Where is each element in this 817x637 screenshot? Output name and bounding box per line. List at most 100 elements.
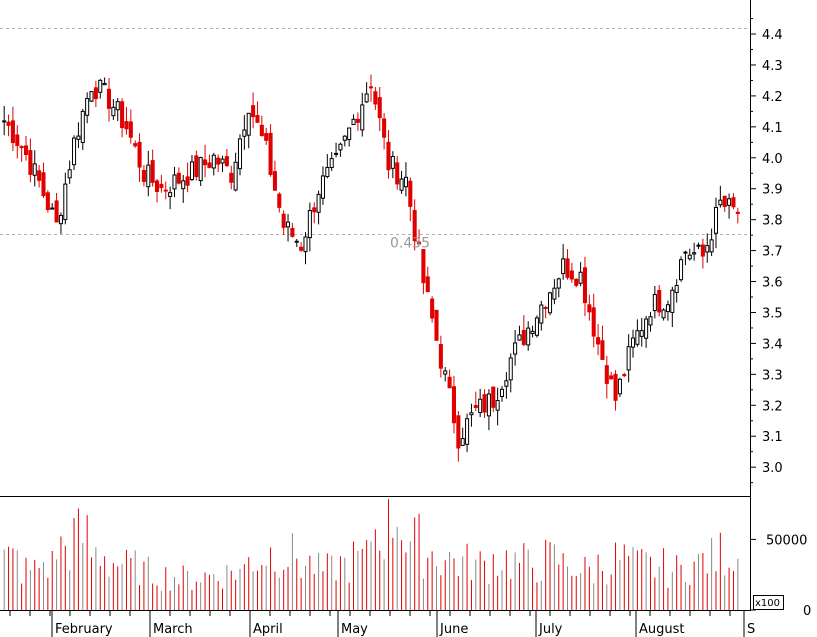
month-label: July [538, 622, 563, 637]
candle-body [482, 394, 487, 413]
candle-body [229, 172, 234, 183]
candle-body [307, 210, 312, 239]
candle-body [347, 127, 352, 141]
price-tick-label: 3.6 [762, 276, 783, 291]
candle-body [425, 276, 430, 293]
candle-body [360, 104, 365, 131]
candle-body [89, 91, 94, 102]
candle-body [211, 154, 216, 169]
time-axis: February March April May June July August S [9, 611, 755, 637]
candle-body [635, 330, 640, 345]
price-tick-label: 3.7 [762, 245, 783, 260]
candle-body [373, 91, 378, 105]
candle-body [41, 172, 46, 197]
candle-body [469, 412, 474, 416]
candle-body [133, 143, 138, 147]
candle-body [630, 337, 636, 348]
candle-body [417, 241, 422, 245]
candle-body [294, 240, 299, 243]
candle-body [412, 209, 417, 242]
month-label: S [747, 622, 755, 637]
candle-body [648, 316, 653, 326]
candle-body [591, 307, 596, 337]
candle-body [312, 207, 317, 213]
candle-body [76, 135, 81, 140]
candle-body [255, 115, 260, 123]
candle-body [508, 357, 513, 381]
candle-body [351, 118, 356, 126]
candle-body [342, 135, 347, 141]
candle-body [530, 330, 535, 335]
candle-body [451, 386, 456, 424]
candle-body [679, 259, 684, 281]
price-tick-label: 4.2 [762, 90, 783, 105]
candle-body [2, 120, 7, 123]
month-label: August [639, 622, 685, 637]
candlestick-series [2, 74, 740, 462]
candle-body [731, 197, 736, 208]
candle-body [499, 388, 505, 397]
candle-body [32, 163, 37, 176]
month-label: June [439, 622, 468, 637]
candle-body [246, 112, 251, 136]
candle-body [172, 174, 177, 190]
candle-body [194, 155, 199, 178]
candle-body [272, 171, 277, 191]
candle-body [10, 120, 15, 144]
candle-body [242, 129, 247, 137]
candle-body [19, 145, 24, 148]
candle-body [430, 298, 435, 319]
price-tick-label: 4.0 [762, 152, 783, 167]
candle-body [207, 162, 212, 168]
candle-body [491, 386, 496, 408]
candle-body [513, 342, 518, 355]
candle-body [45, 192, 50, 211]
candle-body [727, 198, 732, 206]
candle-body [569, 270, 574, 280]
candle-body [574, 278, 579, 286]
candle-body [604, 365, 609, 384]
candle-body [15, 134, 20, 147]
price-tick-label: 4.1 [762, 121, 783, 136]
candle-body [189, 161, 194, 181]
candle-body [613, 373, 618, 401]
candle-body [198, 157, 203, 182]
candle-body [735, 211, 740, 214]
candle-body [329, 158, 334, 169]
annotation-label: 0.435 [390, 236, 430, 252]
candle-body [609, 375, 614, 380]
candle-body [216, 157, 221, 165]
candle-body [106, 88, 112, 109]
candle-body [386, 141, 391, 171]
volume-multiplier-label: x100 [755, 598, 780, 609]
candle-body [395, 162, 400, 185]
volume-multiplier-box [753, 595, 784, 610]
candle-body [334, 152, 339, 155]
price-axis: 3.0 3.1 3.2 3.3 3.4 3.5 3.6 3.7 3.8 3.9 4.0 4.1 4.2 4… [750, 18, 783, 484]
month-label: March [153, 622, 193, 637]
candle-body [582, 267, 588, 304]
candle-body [465, 418, 470, 445]
candle-body [652, 294, 657, 312]
candle-body [683, 251, 688, 254]
candle-body [264, 133, 269, 141]
candle-body [626, 346, 631, 371]
candle-body [587, 304, 592, 313]
candle-body [486, 393, 491, 417]
volume-tick-label: 0 [803, 604, 811, 619]
candle-body [141, 170, 146, 182]
candle-body [600, 340, 605, 360]
candle-body [181, 180, 186, 190]
candle-body [338, 143, 343, 151]
candle-body [421, 249, 426, 284]
price-tick-label: 3.1 [762, 430, 783, 445]
candle-body [115, 101, 120, 111]
candle-body [364, 93, 369, 103]
candle-body [286, 221, 291, 228]
candle-body [58, 214, 63, 225]
candle-body [556, 278, 561, 289]
candle-body [687, 254, 692, 260]
candle-body [224, 156, 229, 167]
price-tick-label: 3.9 [762, 183, 783, 198]
